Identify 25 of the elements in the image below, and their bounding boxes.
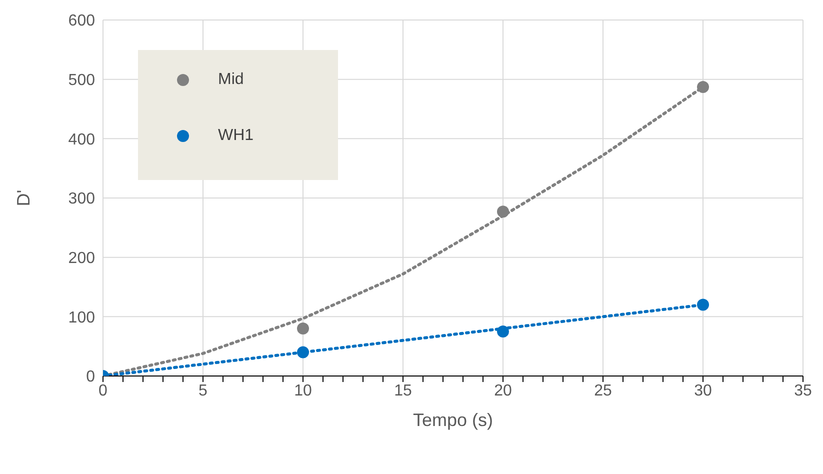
x-tick-label: 20 xyxy=(494,382,512,400)
y-tick-label: 500 xyxy=(68,72,96,90)
legend-label: Mid xyxy=(218,71,244,89)
x-tick-label: 5 xyxy=(198,382,208,400)
x-tick-label: 25 xyxy=(594,382,612,400)
y-tick-label: 0 xyxy=(86,368,96,386)
y-axis-title: D' xyxy=(13,190,34,206)
y-tick-label: 600 xyxy=(68,12,96,30)
y-tick-label: 300 xyxy=(68,190,96,208)
y-tick-label: 400 xyxy=(68,131,96,148)
point xyxy=(697,298,709,311)
x-tick-label: 10 xyxy=(294,382,312,400)
y-tick-label: 100 xyxy=(68,309,96,326)
y-tick-label: 200 xyxy=(68,250,96,268)
legend-label: WH1 xyxy=(218,127,254,145)
x-tick-label: 30 xyxy=(694,382,712,400)
point xyxy=(497,326,509,338)
point xyxy=(297,346,309,358)
point xyxy=(697,81,709,94)
x-tick-label: 15 xyxy=(394,382,412,400)
x-tick-label: 0 xyxy=(98,382,108,400)
point xyxy=(297,322,309,335)
x-tick-label: 35 xyxy=(794,382,812,400)
point xyxy=(497,206,509,218)
x-axis-title: Tempo (s) xyxy=(412,410,494,430)
